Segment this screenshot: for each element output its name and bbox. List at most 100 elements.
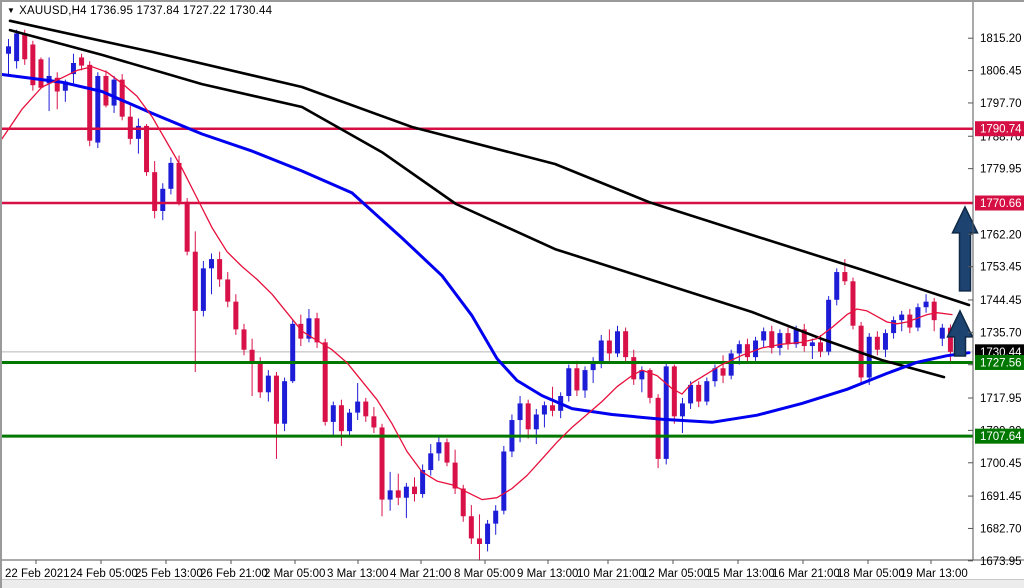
candle-body: [793, 329, 799, 345]
time-tick-label: 4 Mar 21:00: [390, 568, 451, 580]
time-tick-label: 10 Mar 21:00: [577, 568, 645, 580]
candle-body: [111, 79, 117, 106]
candle-body: [62, 81, 68, 91]
chart-ohlc-header: ▼ XAUUSD,H4 1736.95 1737.84 1727.22 1730.…: [7, 5, 272, 17]
price-badge: [975, 428, 1024, 444]
candle-body: [566, 368, 572, 396]
time-tick-label: 3 Mar 13:00: [327, 568, 388, 580]
candle-body: [631, 357, 637, 380]
candle-body: [176, 162, 182, 202]
candle-body: [70, 62, 76, 75]
candle-body: [891, 320, 897, 334]
price-badge: [975, 121, 1024, 137]
time-tick-label: 15 Mar 13:00: [707, 568, 775, 580]
candle-body: [403, 486, 409, 498]
candle-body: [753, 340, 759, 358]
candle-body: [769, 331, 775, 348]
candle-body: [314, 318, 320, 343]
candle-body: [444, 442, 450, 463]
candle-body: [550, 405, 556, 411]
candle-body: [541, 405, 547, 415]
symbol-dropdown-icon[interactable]: ▼: [7, 6, 16, 15]
candle-body: [899, 314, 905, 321]
candle-body: [135, 125, 141, 139]
time-tick-label: 25 Feb 13:00: [135, 568, 203, 580]
candle-body: [842, 272, 848, 282]
time-tick-label: 2 Mar 05:00: [264, 568, 325, 580]
candle-body: [428, 453, 434, 470]
candle-body: [834, 272, 840, 300]
candle-body: [330, 405, 336, 422]
price-tick-label: 1744.45: [980, 295, 1022, 307]
price-badge-label: 1790.74: [980, 124, 1022, 136]
candle-body: [720, 368, 726, 376]
moving-average-blue: [2, 73, 971, 424]
candle-body: [241, 329, 247, 350]
candle-body: [209, 259, 214, 269]
candle-body: [874, 336, 880, 350]
candle-body: [79, 57, 85, 66]
price-tick-label: 1806.45: [980, 66, 1022, 78]
candle-body: [387, 490, 393, 500]
candle-body: [225, 279, 231, 302]
time-tick-label: 12 Mar 05:00: [642, 568, 710, 580]
candle-body: [249, 349, 255, 363]
price-tick-label: 1673.95: [980, 556, 1022, 568]
candle-body: [882, 333, 888, 350]
price-tick-label: 1717.95: [980, 393, 1022, 405]
candle-body: [801, 329, 807, 347]
candle-body: [598, 340, 604, 363]
candle-body: [696, 384, 702, 402]
candle-body: [87, 64, 93, 141]
time-tick-label: 19 Mar 13:00: [900, 568, 968, 580]
candle-body: [192, 251, 198, 311]
trendline-black-upper: [8, 19, 971, 307]
candle-body: [728, 353, 734, 376]
candle-body: [590, 362, 596, 371]
candle-body: [688, 384, 694, 404]
candle-body: [200, 268, 206, 311]
candle-body: [168, 162, 174, 189]
candle-body: [436, 442, 442, 454]
candle-body: [6, 46, 11, 54]
price-tick-label: 1779.95: [980, 164, 1022, 176]
candle-body: [233, 301, 239, 330]
candle-body: [217, 259, 223, 280]
price-badge-label: 1707.64: [980, 431, 1022, 443]
candle-body: [655, 397, 661, 459]
candle-body: [306, 318, 312, 339]
candle-body: [923, 301, 929, 308]
candle-body: [931, 301, 937, 321]
candle-body: [866, 336, 872, 378]
candle-body: [712, 368, 718, 382]
time-tick-label: 16 Mar 21:00: [772, 568, 840, 580]
candle-body: [54, 77, 60, 92]
price-tick-label: 1815.20: [980, 33, 1022, 45]
candle-body: [850, 281, 856, 326]
candle-body: [744, 344, 750, 358]
candle-body: [671, 366, 677, 417]
time-tick-label: 26 Feb 21:00: [200, 568, 268, 580]
buy-signal-arrow-icon: [951, 205, 979, 292]
price-badge: [975, 354, 1024, 370]
candle-body: [257, 362, 263, 393]
candle-body: [298, 323, 304, 339]
candle-body: [452, 462, 458, 489]
candle-body: [282, 381, 288, 424]
price-badge-label: 1770.66: [980, 198, 1022, 210]
candle-body: [160, 188, 166, 211]
symbol-ohlc-text: XAUUSD,H4 1736.95 1737.84 1727.22 1730.4…: [19, 5, 273, 17]
price-tick-label: 1682.70: [980, 523, 1022, 535]
candle-body: [468, 516, 474, 539]
candle-body: [119, 79, 125, 117]
price-tick-label: 1735.70: [980, 327, 1022, 339]
time-tick-label: 8 Mar 05:00: [454, 568, 515, 580]
candle-body: [412, 486, 417, 495]
candle-body: [30, 44, 36, 86]
candle-body: [493, 510, 499, 524]
candle-body: [355, 401, 361, 413]
candle-body: [347, 412, 353, 432]
candle-body: [574, 368, 580, 391]
